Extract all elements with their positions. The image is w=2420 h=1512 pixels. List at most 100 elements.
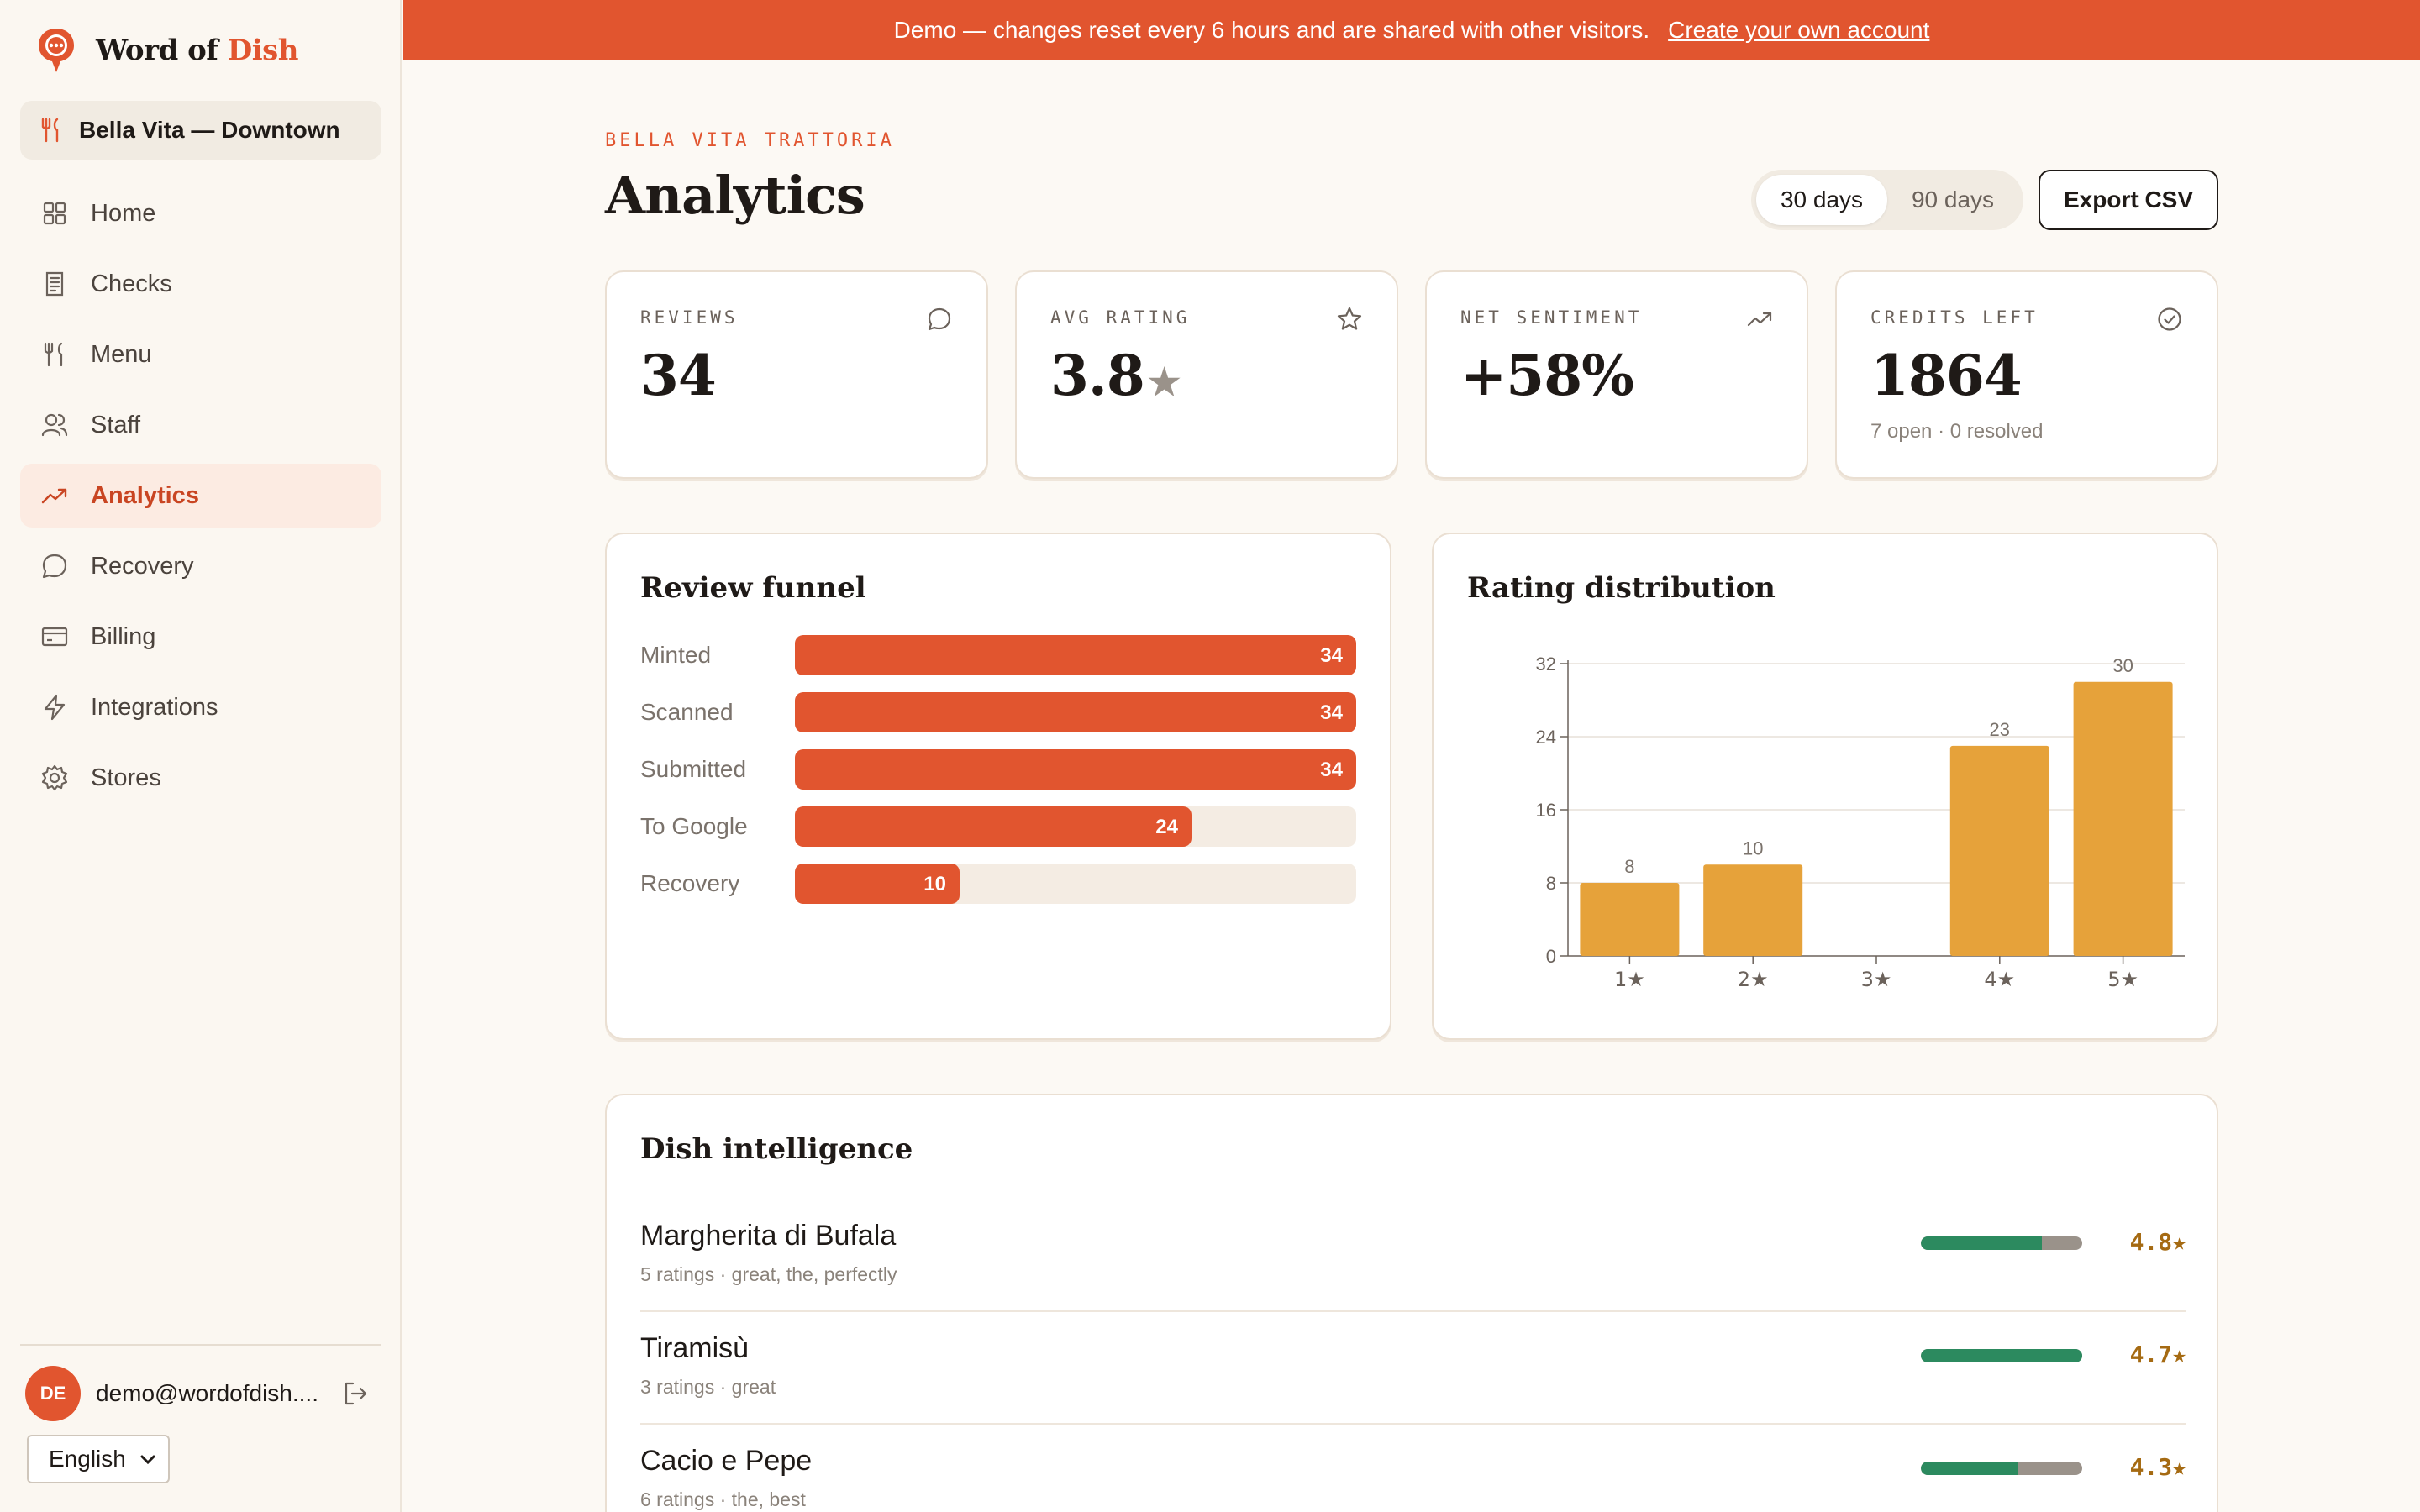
funnel-value: 34 (1320, 644, 1343, 667)
dish-sentiment-bar (1921, 1349, 2082, 1362)
dish-score: 4.3★ (2129, 1453, 2186, 1481)
stat-label: CREDITS LEFT (1870, 307, 2039, 328)
dish-name: Tiramisù (640, 1332, 750, 1364)
dish-meta: 3 ratings · great (640, 1376, 776, 1398)
sidebar-item-checks[interactable]: Checks (20, 252, 381, 316)
bar (1580, 883, 1680, 956)
funnel-bar: 24 (795, 806, 1192, 847)
brand[interactable]: Word of Dish (35, 25, 299, 76)
y-tick-label: 0 (1546, 946, 1556, 967)
funnel-value: 34 (1320, 701, 1343, 724)
user-menu: DE demo@wordofdish.... (25, 1366, 378, 1421)
dish-sentiment-bar (1921, 1462, 2082, 1475)
dish-name: Cacio e Pepe (640, 1445, 813, 1477)
y-tick-label: 24 (1536, 727, 1556, 748)
funnel-label: Submitted (640, 756, 747, 782)
rating-distribution-card: Rating distribution 0 8 16 24 32 8 1★ 10 2★ 3★ 23 4… (1432, 533, 2218, 1040)
sidebar-item-stores[interactable]: Stores (20, 746, 381, 810)
data-label: 23 (1990, 719, 2010, 740)
dish-sentiment-positive (1921, 1349, 2082, 1362)
stat-card-avg-rating: AVG RATING 3.8★ (1015, 270, 1398, 479)
funnel-row: To Google 24 (640, 806, 1356, 847)
brand-logo-icon (39, 29, 74, 72)
x-tick-label: 5★ (2107, 968, 2139, 991)
funnel-label: Scanned (640, 699, 734, 725)
data-label: 10 (1743, 837, 1763, 858)
card-title: Review funnel (640, 571, 866, 605)
sidebar-divider (20, 1344, 381, 1346)
dish-row[interactable]: Margherita di Bufala 5 ratings · great, t… (640, 1200, 2186, 1312)
chevron-down-icon (140, 1455, 155, 1465)
funnel-row: Scanned 34 (640, 692, 1356, 732)
dish-score: 4.8★ (2129, 1228, 2186, 1256)
store-selector[interactable]: Bella Vita — Downtown (20, 101, 381, 160)
stat-card-reviews: REVIEWS 34 (605, 270, 988, 479)
dish-sentiment-positive (1921, 1236, 2042, 1250)
x-tick-label: 1★ (1614, 968, 1645, 991)
language-select[interactable]: English (27, 1435, 170, 1483)
sidebar-item-home[interactable]: Home (20, 181, 381, 245)
funnel-label: Minted (640, 642, 712, 668)
dish-meta: 5 ratings · great, the, perfectly (640, 1263, 897, 1285)
funnel-value: 24 (1155, 816, 1178, 838)
sidebar-item-label: Menu (91, 340, 152, 368)
dish-intelligence-card: Dish intelligence Margherita di Bufala 5 … (605, 1094, 2218, 1512)
sidebar-item-menu[interactable]: Menu (20, 323, 381, 386)
create-account-link[interactable]: Create your own account (1668, 17, 1930, 43)
dish-row[interactable]: Cacio e Pepe 6 ratings · the, best 4.3★ (640, 1425, 2186, 1512)
card-title: Dish intelligence (640, 1132, 913, 1166)
avatar[interactable]: DE (25, 1366, 81, 1421)
funnel-bar: 34 (795, 749, 1356, 790)
receipt-icon (45, 271, 64, 297)
funnel-bar: 34 (795, 635, 1356, 675)
dish-name: Margherita di Bufala (640, 1220, 897, 1252)
funnel-bar: 34 (795, 692, 1356, 732)
y-tick-label: 16 (1536, 800, 1556, 821)
language-select-value: English (49, 1446, 126, 1472)
sidebar-item-analytics[interactable]: Analytics (20, 464, 381, 528)
logout-icon[interactable] (341, 1379, 370, 1408)
sidebar-item-staff[interactable]: Staff (20, 393, 381, 457)
sidebar-nav: Home Checks Menu Staff Analytics Recover… (20, 181, 381, 816)
funnel-label: To Google (640, 813, 748, 839)
funnel-value: 34 (1320, 759, 1343, 781)
bar (1703, 864, 1803, 956)
bar (1949, 745, 2049, 956)
dish-row[interactable]: Tiramisù 3 ratings · great 4.7★ (640, 1312, 2186, 1425)
stat-value: 3.8★ (1050, 343, 1181, 408)
stat-value: 1864 (1870, 343, 2023, 408)
sidebar-item-label: Staff (91, 411, 141, 438)
review-funnel-card: Review funnel Minted 34 Scanned 34 Submitted… (605, 533, 1392, 1040)
y-tick-label: 32 (1536, 654, 1556, 675)
stat-label: REVIEWS (640, 307, 739, 328)
data-label: 8 (1624, 856, 1634, 877)
stat-card-credits-left: CREDITS LEFT 1864 7 open · 0 resolved (1835, 270, 2218, 479)
x-tick-label: 2★ (1738, 968, 1769, 991)
funnel-track: 10 (795, 864, 1356, 904)
dish-sentiment-positive (1921, 1462, 2018, 1475)
sidebar-item-label: Home (91, 199, 156, 227)
dish-meta: 6 ratings · the, best (640, 1488, 806, 1510)
y-tick-label: 8 (1546, 873, 1556, 894)
sidebar-item-billing[interactable]: Billing (20, 605, 381, 669)
export-csv-button[interactable]: Export CSV (2039, 170, 2218, 230)
demo-banner-text: Demo — changes reset every 6 hours and a… (893, 17, 1650, 43)
sidebar-item-label: Integrations (91, 693, 218, 721)
sidebar-item-integrations[interactable]: Integrations (20, 675, 381, 739)
sidebar: Word of Dish Bella Vita — Downtown Home … (0, 0, 402, 1512)
funnel-bar: 10 (795, 864, 960, 904)
range-option-30-days[interactable]: 30 days (1756, 175, 1887, 225)
bolt-icon (44, 694, 66, 721)
x-tick-label: 3★ (1861, 968, 1892, 991)
fork-knife-icon (41, 118, 59, 143)
funnel-track: 24 (795, 806, 1356, 847)
chat-bubble-icon (928, 307, 951, 331)
range-option-90-days[interactable]: 90 days (1911, 186, 1995, 213)
demo-banner: Demo — changes reset every 6 hours and a… (403, 0, 2420, 60)
stat-label: NET SENTIMENT (1460, 307, 1643, 328)
fork-knife-icon (44, 342, 63, 367)
brand-name: Word of Dish (96, 34, 299, 67)
data-label: 30 (2112, 655, 2133, 676)
star-icon (1337, 307, 1362, 330)
sidebar-item-recovery[interactable]: Recovery (20, 534, 381, 598)
